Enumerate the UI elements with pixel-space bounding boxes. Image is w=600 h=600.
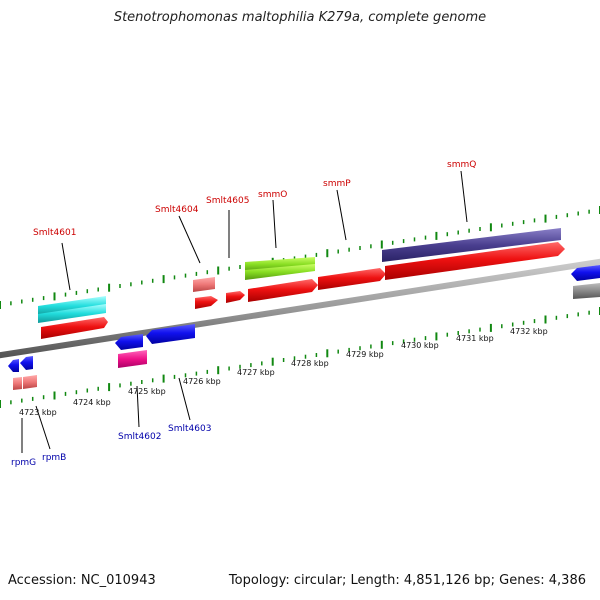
gene-smmo-product-2[interactable] bbox=[245, 264, 315, 280]
gene-rpmg-product[interactable] bbox=[13, 377, 22, 390]
label-smmo[interactable]: smmO bbox=[258, 190, 287, 200]
label-leader-lines bbox=[21, 170, 468, 453]
dna-backbone bbox=[0, 258, 600, 359]
gene-smlt4605[interactable] bbox=[226, 291, 245, 303]
label-smlt4602[interactable]: Smlt4602 bbox=[118, 432, 161, 442]
gene-smmo-product[interactable] bbox=[245, 257, 315, 272]
reverse-strand-genes bbox=[8, 265, 600, 390]
label-smmq[interactable]: smmQ bbox=[447, 160, 476, 170]
gene-smlt4601-product-2[interactable] bbox=[38, 304, 106, 323]
scale-label-4731: 4731 kbp bbox=[456, 334, 494, 343]
scale-label-4726: 4726 kbp bbox=[183, 377, 221, 386]
label-smlt4604[interactable]: Smlt4604 bbox=[155, 205, 199, 215]
gene-smmo[interactable] bbox=[248, 279, 318, 302]
forward-gene-labels: Smlt4601 Smlt4604 Smlt4605 smmO smmP smm… bbox=[33, 160, 476, 238]
gene-smmq[interactable] bbox=[385, 242, 565, 280]
gene-smlt4602[interactable] bbox=[115, 334, 143, 350]
gene-smlt4601[interactable] bbox=[41, 317, 108, 339]
gene-smlt4604-product[interactable] bbox=[193, 277, 215, 292]
scale-label-4728: 4728 kbp bbox=[291, 359, 329, 368]
forward-strand-genes bbox=[38, 228, 600, 339]
label-smlt4605[interactable]: Smlt4605 bbox=[206, 196, 249, 206]
map-title: Stenotrophomonas maltophilia K279a, comp… bbox=[113, 10, 487, 25]
gene-partial-blue[interactable] bbox=[571, 265, 600, 281]
reverse-gene-labels: rpmG rpmB Smlt4602 Smlt4603 bbox=[11, 424, 211, 468]
gene-rpmb-product[interactable] bbox=[23, 375, 37, 389]
gene-smlt4602-product[interactable] bbox=[118, 350, 147, 368]
scale-label-4732: 4732 kbp bbox=[510, 327, 548, 336]
scale-label-4727: 4727 kbp bbox=[237, 368, 275, 377]
gene-smmp[interactable] bbox=[318, 268, 386, 290]
gene-rpmg[interactable] bbox=[8, 359, 19, 372]
gene-smlt4603[interactable] bbox=[146, 324, 195, 344]
accession-text: Accession: NC_010943 bbox=[8, 573, 156, 588]
scale-label-4730: 4730 kbp bbox=[401, 341, 439, 350]
scale-label-4724: 4724 kbp bbox=[73, 398, 111, 407]
label-smmp[interactable]: smmP bbox=[323, 179, 351, 189]
scale-labels: 4723 kbp 4724 kbp 4725 kbp 4726 kbp 4727… bbox=[19, 327, 548, 417]
gene-partial-gray[interactable] bbox=[573, 283, 600, 299]
gene-smmq-product[interactable] bbox=[382, 228, 561, 262]
label-smlt4601[interactable]: Smlt4601 bbox=[33, 228, 76, 238]
scale-label-4729: 4729 kbp bbox=[346, 350, 384, 359]
label-rpmb[interactable]: rpmB bbox=[42, 453, 66, 463]
gene-rpmb[interactable] bbox=[20, 356, 33, 370]
gene-smlt4601-product[interactable] bbox=[38, 296, 106, 316]
scale-label-4723: 4723 kbp bbox=[19, 408, 57, 417]
label-smlt4603[interactable]: Smlt4603 bbox=[168, 424, 211, 434]
label-rpmg[interactable]: rpmG bbox=[11, 458, 36, 468]
genome-summary-text: Topology: circular; Length: 4,851,126 bp… bbox=[228, 573, 586, 588]
scale-ticks bbox=[0, 206, 600, 408]
gene-smlt4604[interactable] bbox=[195, 296, 218, 309]
scale-label-4725: 4725 kbp bbox=[128, 387, 166, 396]
